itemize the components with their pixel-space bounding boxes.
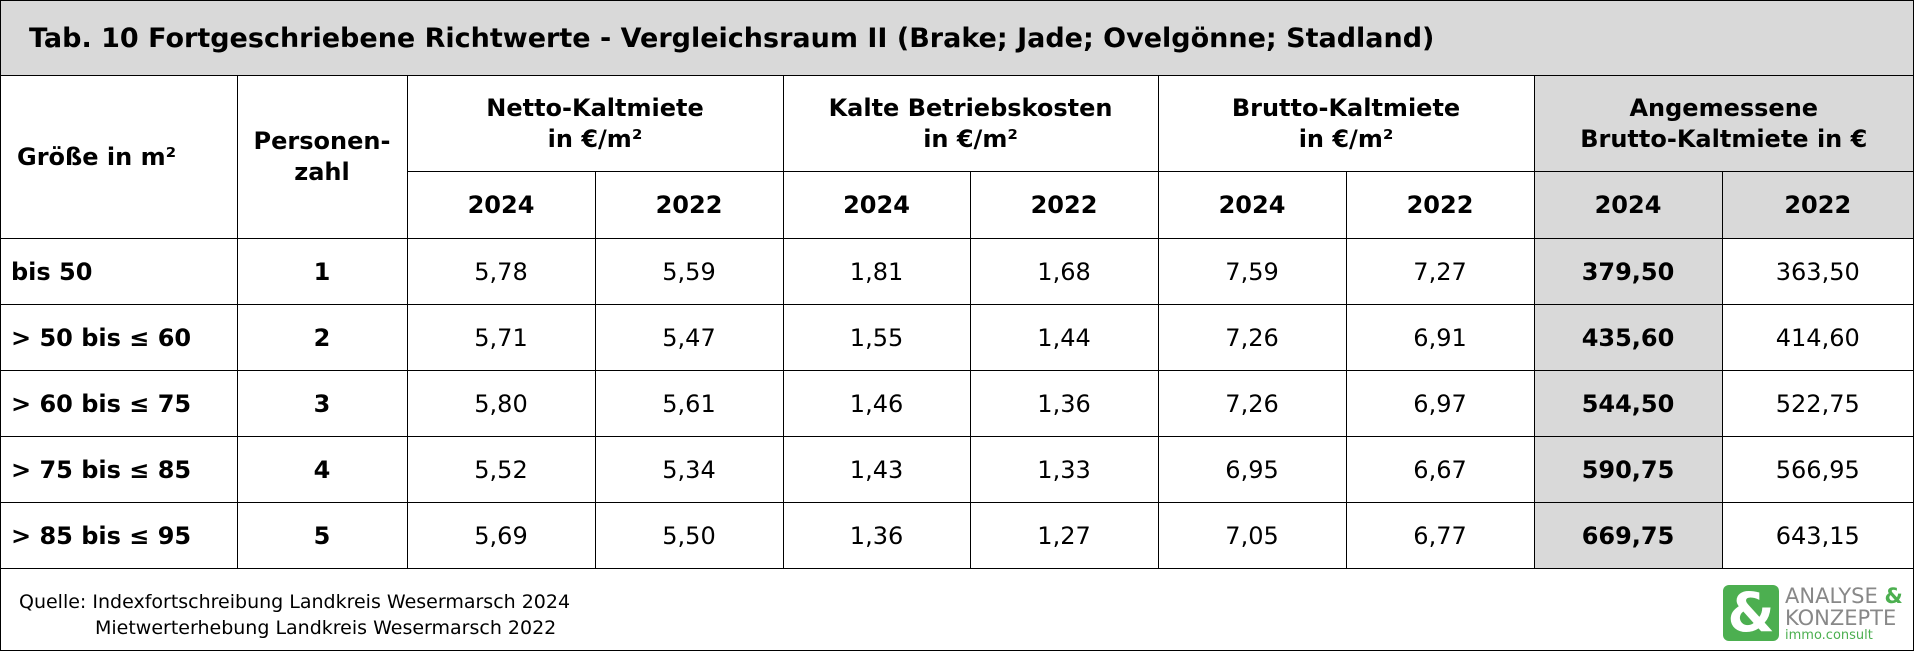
year-header: 2022 bbox=[594, 171, 784, 239]
table-cell: 5,71 bbox=[406, 304, 596, 371]
table-row: > 85 bis ≤ 95 5 5,69 5,50 1,36 1,27 7,05 6,77 66… bbox=[1, 502, 1914, 569]
year-header: 2022 bbox=[1345, 171, 1535, 239]
table-cell: 2 bbox=[236, 304, 408, 371]
table-cell: 590,75 bbox=[1533, 436, 1723, 503]
table-cell: 5,34 bbox=[594, 436, 784, 503]
table-cell: > 85 bis ≤ 95 bbox=[1, 502, 238, 569]
table-row: > 50 bis ≤ 60 2 5,71 5,47 1,55 1,44 7,26 6,91 43… bbox=[1, 304, 1914, 371]
source-note: Quelle: Indexfortschreibung Landkreis We… bbox=[19, 589, 570, 641]
logo-word: ANALYSE bbox=[1785, 584, 1878, 608]
table-row: bis 50 1 5,78 5,59 1,81 1,68 7,59 7,27 379,50 363… bbox=[1, 238, 1914, 305]
table-cell: 1,44 bbox=[969, 304, 1159, 371]
table-cell: 4 bbox=[236, 436, 408, 503]
table-cell: 669,75 bbox=[1533, 502, 1723, 569]
table-cell: 1,33 bbox=[969, 436, 1159, 503]
header-group: Angemessene Brutto-Kaltmiete in € bbox=[1533, 76, 1914, 172]
logo-sub: immo.consult bbox=[1785, 628, 1873, 643]
table-cell: 5 bbox=[236, 502, 408, 569]
year-header: 2022 bbox=[969, 171, 1159, 239]
table-cell: 5,52 bbox=[406, 436, 596, 503]
table-row: > 75 bis ≤ 85 4 5,52 5,34 1,43 1,33 6,95 6,67 59… bbox=[1, 436, 1914, 503]
table-cell: 5,59 bbox=[594, 238, 784, 305]
table-cell: 1,68 bbox=[969, 238, 1159, 305]
table-cell: 7,27 bbox=[1345, 238, 1535, 305]
header-group: Netto-Kaltmiete in €/m² bbox=[406, 76, 784, 172]
table-cell: 1,43 bbox=[782, 436, 971, 503]
table-cell: 379,50 bbox=[1533, 238, 1723, 305]
table-cell: 522,75 bbox=[1721, 370, 1914, 437]
table-cell: 414,60 bbox=[1721, 304, 1914, 371]
logo-amp: & bbox=[1884, 584, 1903, 608]
table: Größe in m² Personen- zahl Netto-Kaltmie… bbox=[1, 76, 1914, 569]
table-title: Tab. 10 Fortgeschriebene Richtwerte - Ve… bbox=[1, 1, 1913, 76]
source-line: Mietwerterhebung Landkreis Wesermarsch 2… bbox=[95, 617, 557, 639]
table-cell: > 60 bis ≤ 75 bbox=[1, 370, 238, 437]
table-cell: 5,61 bbox=[594, 370, 784, 437]
table-cell: 6,77 bbox=[1345, 502, 1535, 569]
table-cell: 435,60 bbox=[1533, 304, 1723, 371]
table-cell: 1,27 bbox=[969, 502, 1159, 569]
table-cell: 7,26 bbox=[1157, 304, 1347, 371]
table-cell: 1 bbox=[236, 238, 408, 305]
year-header: 2024 bbox=[782, 171, 971, 239]
table-cell: 1,46 bbox=[782, 370, 971, 437]
table-cell: 544,50 bbox=[1533, 370, 1723, 437]
year-header: 2024 bbox=[1533, 171, 1723, 239]
table-cell: 6,95 bbox=[1157, 436, 1347, 503]
logo-icon: & bbox=[1723, 585, 1779, 641]
table-cell: 5,78 bbox=[406, 238, 596, 305]
year-header: 2022 bbox=[1721, 171, 1914, 239]
source-line: Indexfortschreibung Landkreis Wesermarsc… bbox=[92, 591, 571, 613]
table-cell: > 50 bis ≤ 60 bbox=[1, 304, 238, 371]
table-cell: > 75 bis ≤ 85 bbox=[1, 436, 238, 503]
table-cell: 5,69 bbox=[406, 502, 596, 569]
table-cell: 643,15 bbox=[1721, 502, 1914, 569]
table-cell: 363,50 bbox=[1721, 238, 1914, 305]
table-cell: 1,55 bbox=[782, 304, 971, 371]
table-cell: 5,47 bbox=[594, 304, 784, 371]
table-cell: 1,36 bbox=[969, 370, 1159, 437]
table-cell: 566,95 bbox=[1721, 436, 1914, 503]
table-cell: 1,81 bbox=[782, 238, 971, 305]
table-cell: 6,97 bbox=[1345, 370, 1535, 437]
table-cell: 5,80 bbox=[406, 370, 596, 437]
table-cell: 6,91 bbox=[1345, 304, 1535, 371]
table-cell: 3 bbox=[236, 370, 408, 437]
header-group: Kalte Betriebskosten in €/m² bbox=[782, 76, 1159, 172]
table-cell: 7,26 bbox=[1157, 370, 1347, 437]
table-cell: 5,50 bbox=[594, 502, 784, 569]
logo-text: ANALYSE & KONZEPTE immo.consult bbox=[1785, 585, 1914, 643]
table-cell: 7,59 bbox=[1157, 238, 1347, 305]
table-cell: 1,36 bbox=[782, 502, 971, 569]
table-cell: 6,67 bbox=[1345, 436, 1535, 503]
year-header: 2024 bbox=[1157, 171, 1347, 239]
table-row: > 60 bis ≤ 75 3 5,80 5,61 1,46 1,36 7,26 6,97 54… bbox=[1, 370, 1914, 437]
table-cell: 7,05 bbox=[1157, 502, 1347, 569]
header-group: Brutto-Kaltmiete in €/m² bbox=[1157, 76, 1535, 172]
logo-word: KONZEPTE bbox=[1785, 606, 1897, 630]
header-cell: Personen- zahl bbox=[236, 76, 408, 239]
year-header: 2024 bbox=[407, 171, 596, 239]
table-cell: bis 50 bbox=[1, 238, 238, 305]
source-label: Quelle: bbox=[19, 591, 87, 613]
header-cell: Größe in m² bbox=[1, 76, 238, 239]
